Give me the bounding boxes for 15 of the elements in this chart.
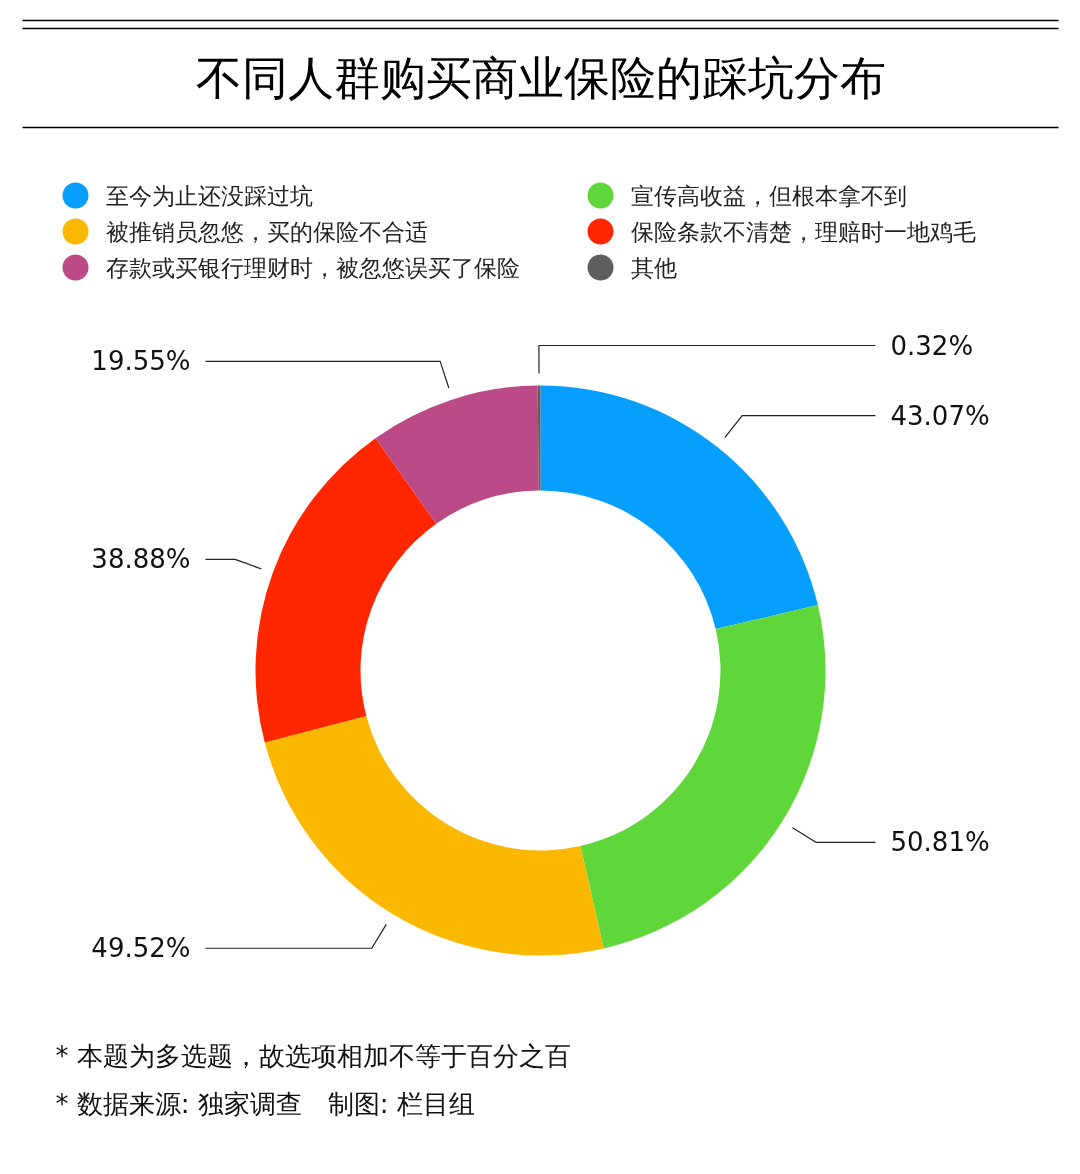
data-label: 43.07% — [890, 400, 990, 431]
data-label: 19.55% — [91, 346, 191, 377]
legend-label: 至今为止还没踩过坑 — [105, 182, 313, 209]
chart-title: 不同人群购买商业保险的踩坑分布 — [195, 53, 886, 104]
data-label: 38.88% — [91, 544, 191, 575]
text: * 数据来源: 独家调查 制图: 栏目组 — [55, 1088, 475, 1119]
data-label: 0.32% — [890, 330, 974, 361]
legend-label: 宣传高收益，但根本拿不到 — [630, 182, 907, 209]
legend-label: 被推销员忽悠，买的保险不合适 — [105, 218, 428, 245]
legend-label: 存款或买银行理财时，被忽悠误买了保险 — [105, 254, 520, 281]
legend-label: 保险条款不清楚，理赔时一地鸡毛 — [630, 218, 976, 245]
text: * 本题为多选题，故选项相加不等于百分之百 — [55, 1040, 571, 1071]
legend-label: 其他 — [630, 254, 677, 281]
data-label: 50.81% — [890, 827, 990, 858]
data-label: 49.52% — [91, 933, 191, 964]
